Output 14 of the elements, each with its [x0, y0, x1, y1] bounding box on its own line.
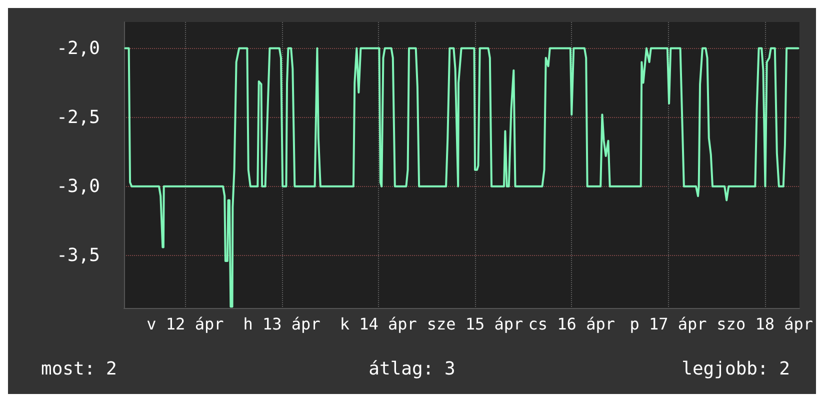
x-tick-label: sze 15 ápr	[426, 314, 524, 334]
x-tick-label: h 13 ápr	[243, 314, 321, 334]
y-tick-label: -2,0	[56, 38, 100, 59]
text: most: 2	[41, 358, 117, 380]
text: legjobb: 2	[682, 358, 790, 380]
x-tick-label: cs 16 ápr	[528, 314, 616, 334]
y-tick-label: -2,5	[56, 106, 100, 128]
text: átlag: 3	[368, 358, 456, 380]
x-tick-label: v 12 ápr	[146, 314, 224, 334]
x-tick-label: szo 18 ápr	[716, 314, 814, 334]
y-tick-label: -3,0	[56, 176, 100, 197]
x-tick-label: p 17 ápr	[630, 314, 708, 334]
x-tick-label: k 14 ápr	[340, 314, 418, 334]
y-tick-label: -3,5	[56, 245, 100, 266]
